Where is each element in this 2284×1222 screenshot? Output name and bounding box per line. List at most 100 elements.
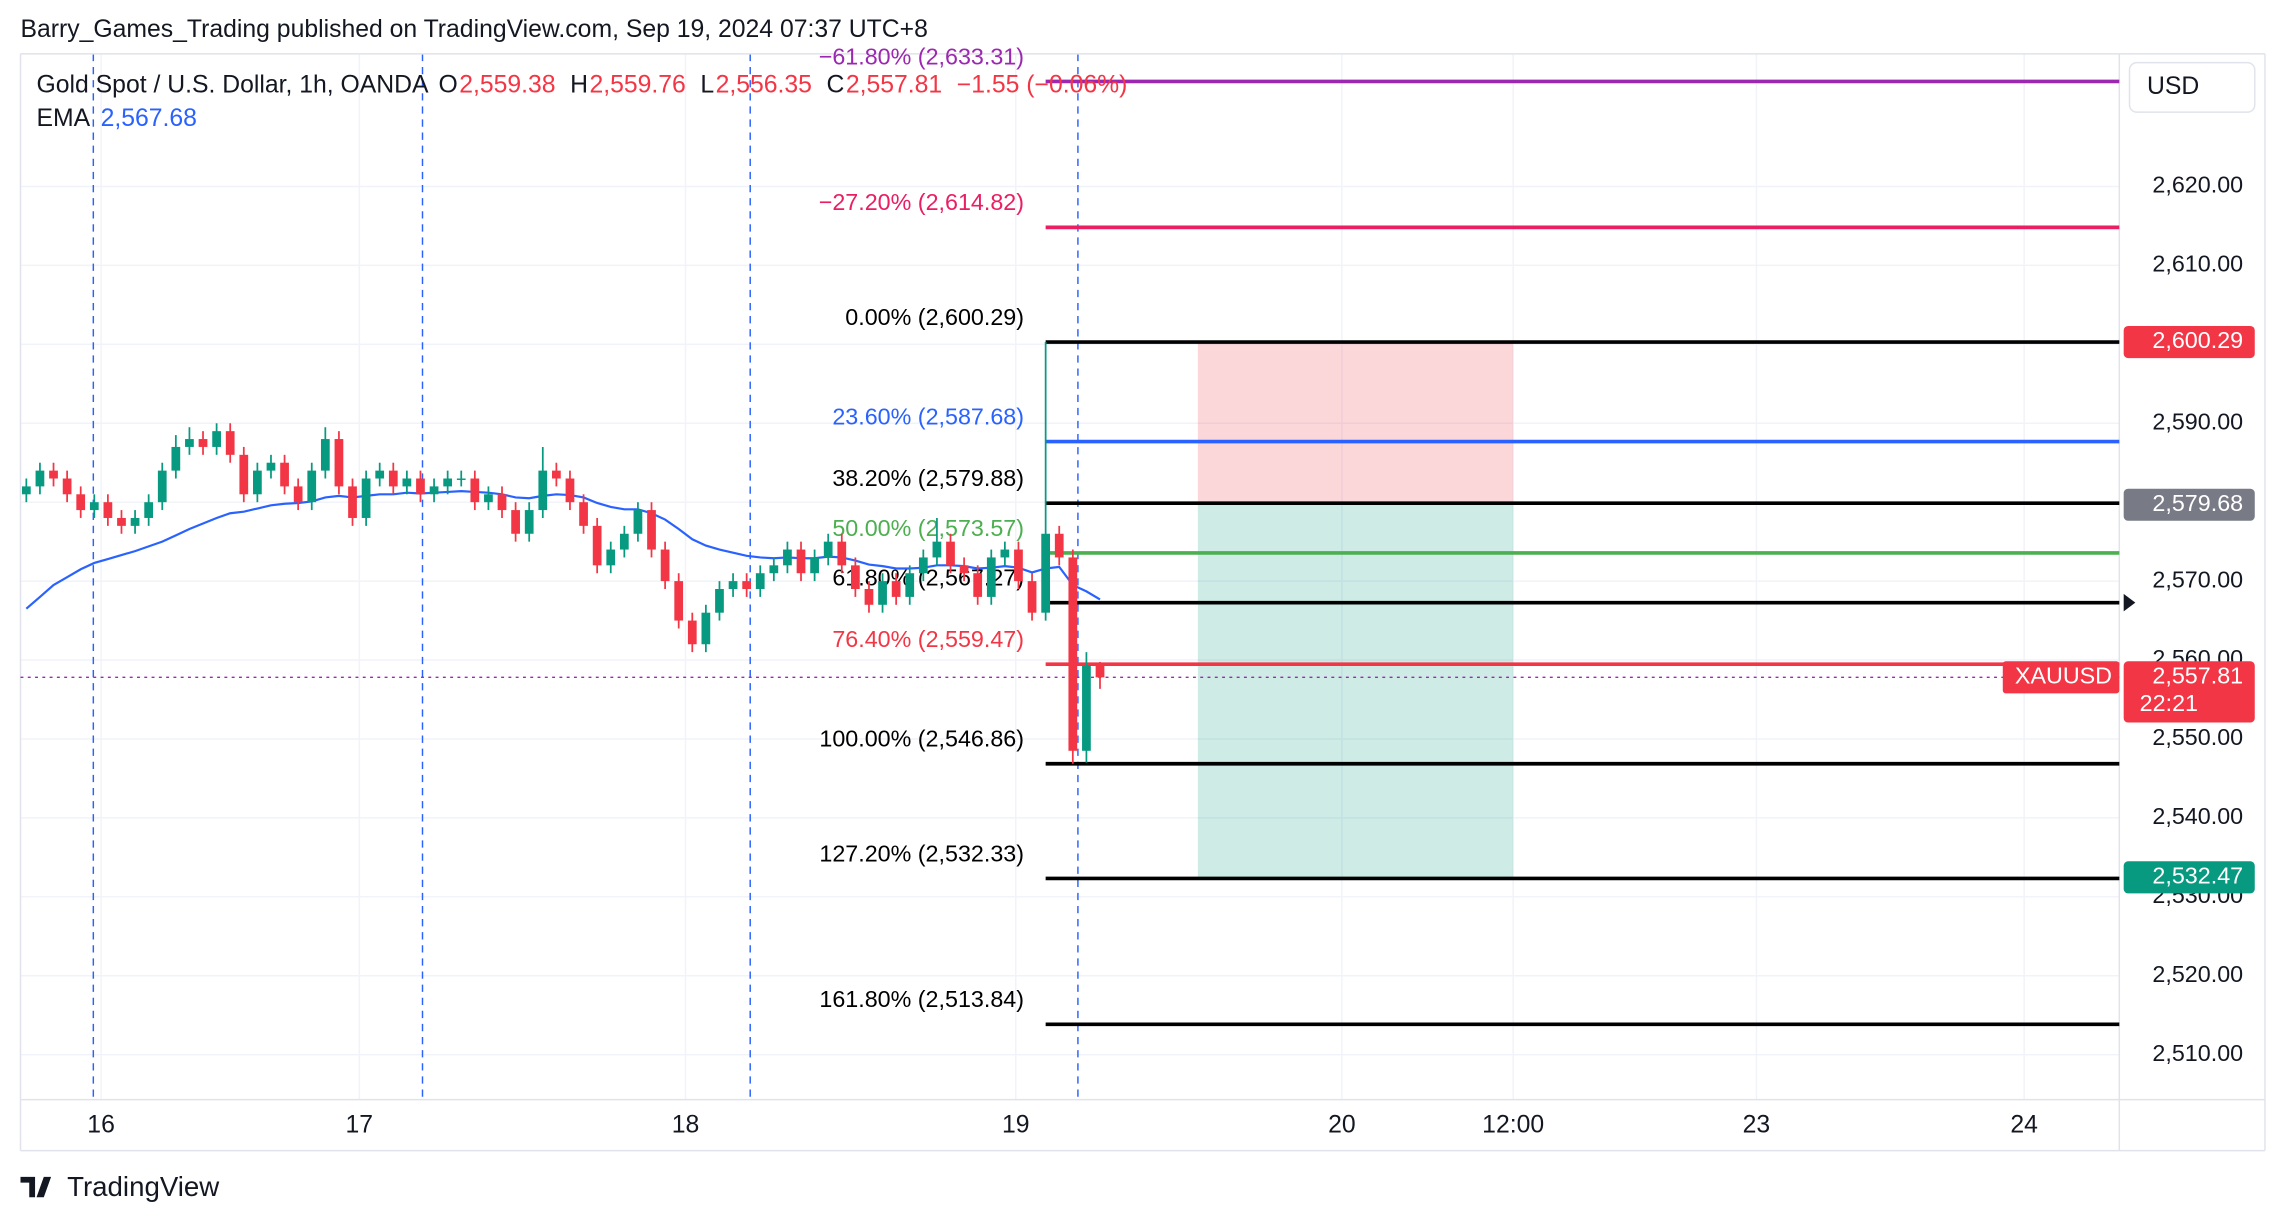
- candle-body: [769, 565, 779, 574]
- ohlc-key: C: [827, 71, 845, 98]
- candle-body: [946, 541, 955, 566]
- fib-label: 100.00% (2,546.86): [819, 726, 1024, 752]
- candle-body: [674, 581, 684, 621]
- candle-body: [538, 470, 548, 511]
- candle-body: [130, 517, 140, 526]
- candle-body: [198, 439, 208, 447]
- y-tick-label: 2,610.00: [2152, 251, 2243, 277]
- fib-label: 76.40% (2,559.47): [832, 626, 1024, 652]
- candle-body: [1095, 664, 1105, 678]
- candle-body: [456, 478, 466, 480]
- candle-body: [484, 494, 493, 503]
- candle-body: [511, 510, 520, 534]
- candle-body: [728, 581, 738, 590]
- candle-body: [986, 557, 996, 597]
- y-tick-label: 2,540.00: [2152, 803, 2243, 829]
- candle-body: [185, 439, 194, 447]
- candle-body: [1014, 549, 1023, 582]
- candle-body: [239, 454, 249, 495]
- candle-body: [973, 573, 983, 597]
- candle-body: [647, 510, 656, 550]
- change-label: −1.55 (−0.06%): [957, 71, 1128, 98]
- symbol-badge-label: XAUUSD: [2015, 662, 2112, 688]
- countdown-label: 22:21: [2140, 690, 2198, 716]
- currency-button[interactable]: [2128, 61, 2256, 113]
- stop-zone: [1197, 342, 1514, 505]
- currency[interactable]: USD: [2147, 73, 2199, 100]
- candle-body: [361, 478, 371, 518]
- candle-body: [89, 502, 99, 511]
- target-zone: [1197, 504, 1514, 878]
- candle-body: [823, 541, 833, 558]
- fib-label: −61.80% (2,633.31): [819, 43, 1024, 69]
- candle-body: [864, 589, 874, 605]
- entry-badge: [2123, 488, 2255, 521]
- y-tick-label: 2,520.00: [2152, 961, 2243, 987]
- y-tick-label: 2,620.00: [2152, 172, 2243, 198]
- price-badge: [2123, 661, 2255, 723]
- candle-body: [687, 620, 697, 645]
- candle-body: [810, 557, 819, 574]
- plot: −61.80% (2,633.31) −27.20% (2,614.82) 0.00…: [20, 43, 2136, 1027]
- candle-body: [402, 478, 412, 487]
- candle-body: [253, 470, 262, 495]
- candle-body: [293, 486, 303, 503]
- symbol-badge: [2002, 661, 2120, 694]
- candle-body: [416, 478, 425, 495]
- candle-body: [429, 486, 439, 495]
- candle-body: [565, 478, 575, 503]
- candle-body: [35, 470, 45, 487]
- candle-body: [348, 486, 357, 518]
- candle-body: [320, 439, 330, 471]
- candle-body: [443, 478, 453, 487]
- candle-body: [334, 439, 344, 487]
- candle-body: [117, 517, 126, 526]
- candle-body: [660, 549, 670, 582]
- candle-body: [891, 581, 901, 597]
- candle-body: [796, 549, 806, 574]
- candle-body: [715, 589, 724, 613]
- ohlc-value: 2,559.76: [589, 71, 685, 98]
- x-tick-label: 20: [1328, 1111, 1356, 1138]
- candle-body: [1027, 581, 1037, 613]
- candle-body: [552, 470, 561, 479]
- candle-body: [742, 581, 752, 590]
- x-tick-label: 18: [672, 1111, 700, 1138]
- published-note: Barry_Games_Trading published on Trading…: [20, 16, 927, 43]
- candle-body: [76, 494, 86, 511]
- fib-label: 38.20% (2,579.88): [832, 465, 1024, 491]
- logo-mark: [20, 1176, 52, 1198]
- stop-badge: [2123, 326, 2255, 359]
- candle-body: [1041, 533, 1051, 613]
- candle-body: [388, 470, 398, 487]
- candle-body: [701, 612, 711, 645]
- ohlc-value: 2,559.38: [459, 71, 555, 98]
- fib-label: 23.60% (2,587.68): [832, 403, 1024, 429]
- candle-body: [619, 533, 629, 550]
- x-tick-label: 17: [346, 1111, 374, 1138]
- ohlc-value: 2,556.35: [716, 71, 812, 98]
- candle-body: [878, 581, 887, 605]
- candle-body: [932, 541, 942, 558]
- fib-label: 127.20% (2,532.33): [819, 840, 1024, 866]
- candle-body: [266, 462, 276, 471]
- fib-label: 161.80% (2,513.84): [819, 986, 1024, 1012]
- candle-body: [606, 549, 616, 566]
- candle-body: [959, 565, 969, 574]
- candle-body: [755, 573, 765, 590]
- candle-body: [918, 557, 928, 574]
- candle-body: [103, 502, 113, 518]
- candle-body: [497, 494, 507, 511]
- candle-body: [144, 502, 154, 518]
- ohlc-key: O: [439, 71, 458, 98]
- fib-label: 50.00% (2,573.57): [832, 515, 1024, 541]
- ohlc-key: L: [700, 71, 714, 98]
- brand-logo: [20, 1176, 52, 1198]
- x-tick-label: 24: [2010, 1111, 2038, 1138]
- ohlc-value: 2,557.81: [846, 71, 942, 98]
- candle-body: [280, 462, 289, 487]
- stop-badge-label: 2,600.29: [2152, 327, 2243, 353]
- entry-badge-label: 2,579.68: [2152, 490, 2243, 516]
